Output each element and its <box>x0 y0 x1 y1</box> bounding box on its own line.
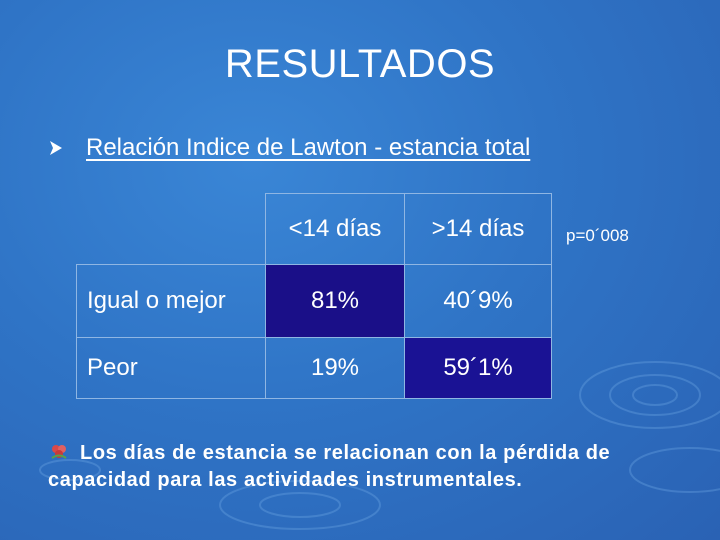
column-header-gt14: >14 días <box>404 193 552 265</box>
table-row: Igual o mejor 81% 40´9% <box>76 264 552 338</box>
bullet-text: Relación Indice de Lawton - estancia tot… <box>86 134 531 161</box>
conclusion-text: Los días de estancia se relacionan con l… <box>48 442 611 491</box>
conclusion-text-block: Los días de estancia se relacionan con l… <box>48 440 668 494</box>
column-header-lt14: <14 días <box>265 193 405 265</box>
table-row: Peor 19% 59´1% <box>76 337 552 399</box>
table-cell: 19% <box>265 337 405 399</box>
arrow-bullet-icon <box>48 140 64 156</box>
table-header-row: <14 días >14 días <box>76 193 552 265</box>
table-cell: 40´9% <box>404 264 552 338</box>
p-value-label: p=0´008 <box>566 226 629 245</box>
bullet-item: Relación Indice de Lawton - estancia tot… <box>48 134 530 162</box>
table-cell: 59´1% <box>404 337 552 399</box>
flower-bullet-icon <box>48 442 70 460</box>
slide-title: RESULTADOS <box>224 42 496 86</box>
row-label: Peor <box>76 337 266 399</box>
table-corner-cell <box>76 193 266 265</box>
table-cell: 81% <box>265 264 405 338</box>
row-label: Igual o mejor <box>76 264 266 338</box>
results-table: <14 días >14 días Igual o mejor 81% 40´9… <box>76 193 552 399</box>
